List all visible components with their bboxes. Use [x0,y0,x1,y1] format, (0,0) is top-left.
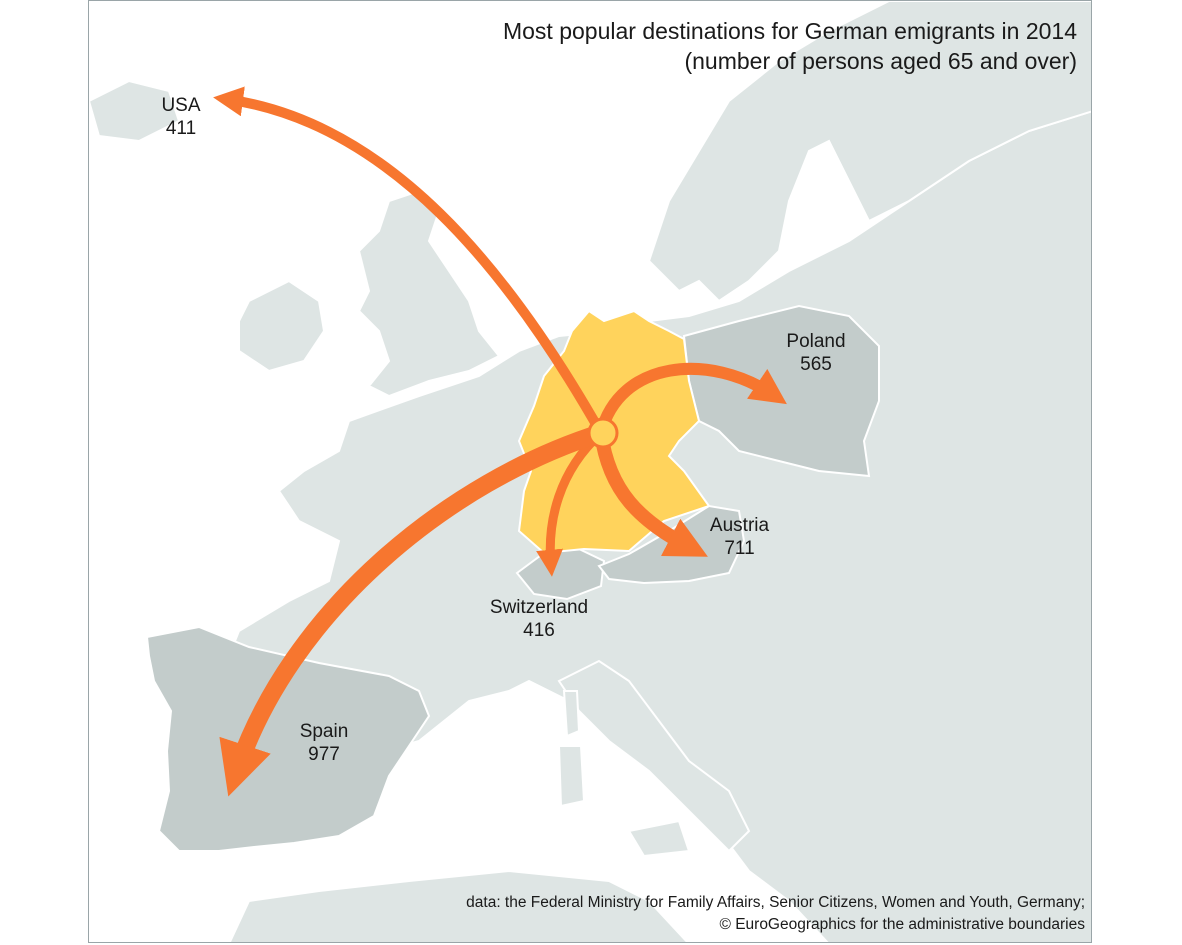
label-switzerland-country: Switzerland [489,597,589,618]
flow-arrow-spain [219,424,604,797]
label-austria-value: 711 [724,538,755,559]
label-poland-country: Poland [786,331,846,352]
map-canvas [89,1,1091,942]
flow-arrow-poland [595,362,787,435]
map-frame: Most popular destinations for German emi… [88,0,1092,943]
label-spain: Spain 977 [279,720,369,766]
label-spain-value: 977 [308,744,340,765]
origin-marker [587,417,619,449]
sicily-land [627,819,691,858]
scandinavia-land [647,1,1091,303]
map-title-line-1: Most popular destinations for German emi… [502,18,1077,44]
italy-land [557,659,751,853]
iceland-land [89,79,181,143]
source-credit-line-1: data: the Federal Ministry for Family Af… [466,894,1085,911]
label-usa-country: USA [161,95,201,116]
north-africa-land [228,869,689,942]
label-usa: USA 411 [141,94,221,140]
ireland-land [238,279,326,373]
source-credit-line-2: © EuroGeographics for the administrative… [719,916,1085,933]
label-austria-country: Austria [709,515,770,536]
label-poland-value: 565 [800,354,832,375]
label-spain-country: Spain [299,721,349,742]
corsica-land [562,690,581,738]
flow-arrow-usa [213,86,606,436]
britain-land [357,189,501,398]
label-austria: Austria 711 [697,514,782,560]
map-title-line-2: (number of persons aged 65 and over) [684,48,1077,74]
sardinia-land [557,745,586,808]
flow-layer [213,86,787,797]
label-poland: Poland 565 [771,330,861,376]
source-credit: data: the Federal Ministry for Family Af… [466,892,1085,936]
label-switzerland-value: 416 [523,620,555,641]
label-usa-value: 411 [165,118,197,139]
map-title: Most popular destinations for German emi… [503,16,1077,76]
label-switzerland: Switzerland 416 [469,596,609,642]
flow-arrow-austria [594,431,708,557]
spain-region [145,625,431,852]
